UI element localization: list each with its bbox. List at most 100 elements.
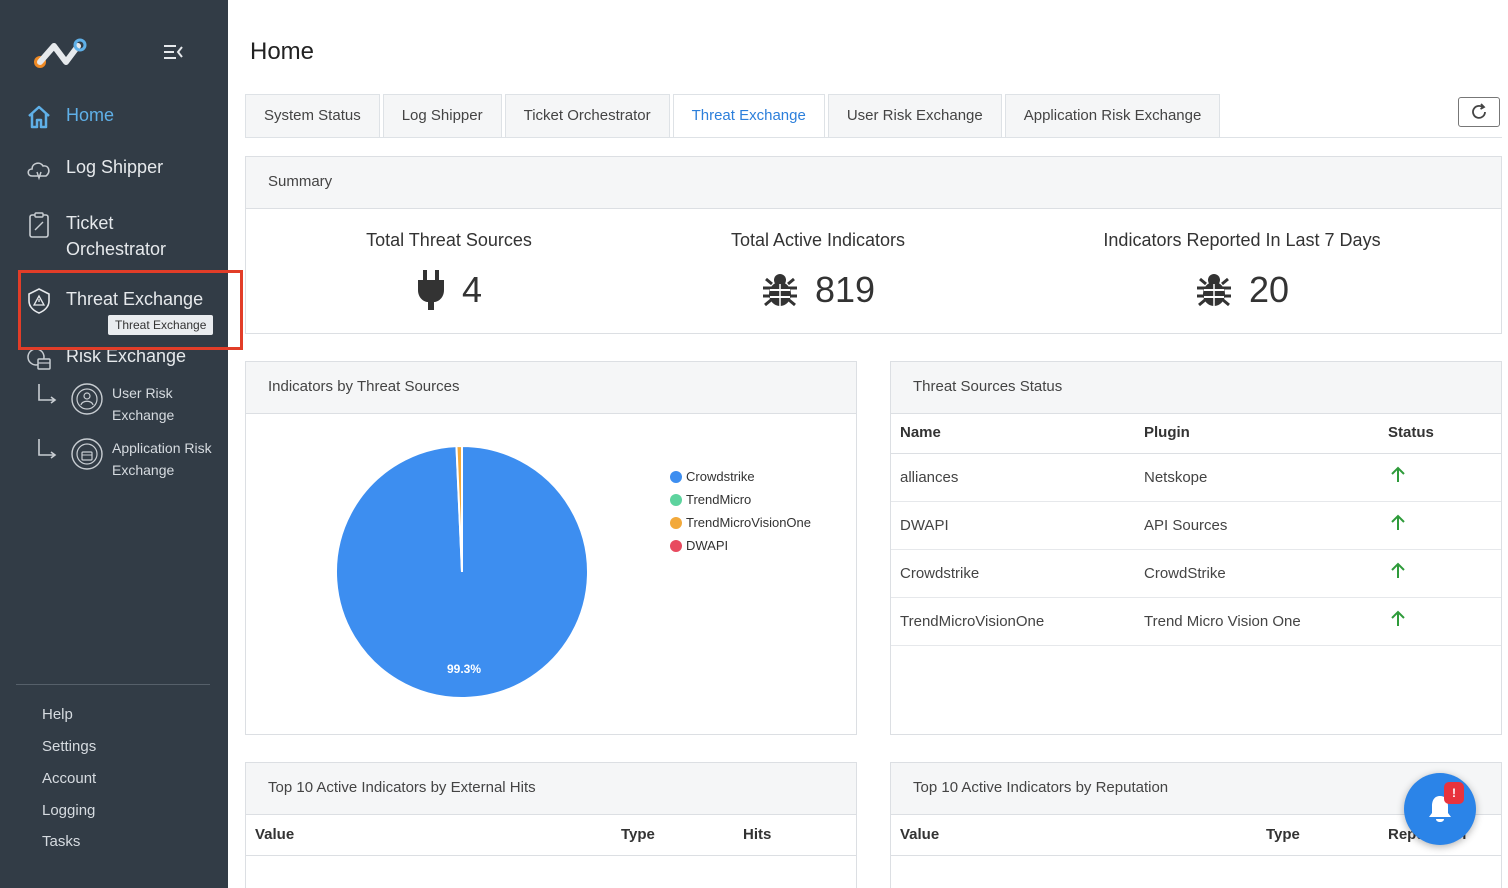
legend-item[interactable]: TrendMicroVisionOne [670, 511, 811, 534]
tab-bar: System Status Log Shipper Ticket Orchest… [245, 94, 1223, 138]
cell-name: Crowdstrike [891, 549, 1135, 598]
legend-label: Crowdstrike [686, 469, 755, 484]
sidebar-link-settings[interactable]: Settings [42, 738, 97, 755]
arrow-up-icon [1391, 466, 1405, 482]
stat-label: Total Threat Sources [366, 230, 532, 250]
refresh-button[interactable] [1458, 97, 1500, 127]
stat-value: 819 [814, 269, 876, 310]
refresh-icon [1472, 103, 1486, 119]
sidebar-link-help[interactable]: Help [42, 706, 73, 723]
tab-user-risk-exchange[interactable]: User Risk Exchange [827, 94, 1002, 138]
column-header-hits[interactable]: Hits [734, 815, 856, 856]
highlight-box [18, 270, 243, 350]
top-hits-table: Value Type Hits [246, 815, 856, 856]
table-row[interactable]: DWAPI API Sources [891, 501, 1501, 550]
clipboard-icon [24, 210, 54, 240]
pie-chart: 99.3% [335, 444, 589, 699]
sidebar-subitem-application-risk-exchange[interactable]: Application Risk Exchange [36, 437, 222, 481]
stat-label: Indicators Reported In Last 7 Days [1103, 230, 1381, 250]
tab-threat-exchange[interactable]: Threat Exchange [672, 94, 825, 138]
cell-plugin: CrowdStrike [1135, 549, 1379, 598]
stat-total-threat-sources: Total Threat Sources 4 [324, 230, 574, 311]
cell-plugin: API Sources [1135, 501, 1379, 550]
tree-branch-icon [38, 384, 57, 404]
threat-sources-table: Name Plugin Status alliances Netskope DWAP… [891, 413, 1501, 646]
table-header-row: Value Type Hits [246, 815, 856, 856]
sidebar-item-label: Application Risk Exchange [112, 440, 212, 478]
stat-indicators-last-7-days: Indicators Reported In Last 7 Days 20 [1082, 230, 1402, 311]
sidebar-item-ticket-orchestrator[interactable]: Ticket Orchestrator [24, 210, 186, 262]
cell-name: TrendMicroVisionOne [891, 597, 1135, 646]
cell-status [1379, 453, 1501, 502]
arrow-up-icon [1391, 514, 1405, 530]
home-icon [24, 102, 54, 132]
sidebar-item-label: Threat Exchange [66, 289, 204, 309]
table-row[interactable]: TrendMicroVisionOne Trend Micro Vision On… [891, 597, 1501, 646]
collapse-menu-icon[interactable] [162, 42, 184, 62]
cell-status [1379, 597, 1501, 646]
legend-swatch [670, 539, 682, 552]
card-header: Threat Sources Status [891, 362, 1501, 414]
sidebar-item-label: Risk Exchange [66, 346, 187, 366]
cell-plugin: Netskope [1135, 453, 1379, 502]
page-title: Home [250, 38, 315, 65]
stat-total-active-indicators: Total Active Indicators 819 [693, 230, 943, 311]
sidebar-link-logging[interactable]: Logging [42, 802, 96, 819]
legend-item[interactable]: DWAPI [670, 534, 811, 557]
stat-value: 20 [1248, 269, 1290, 310]
plug-icon [417, 270, 444, 310]
cell-name: alliances [891, 453, 1135, 502]
pie-data-label: 99.3% [447, 662, 481, 676]
sidebar-link-account[interactable]: Account [42, 770, 97, 787]
card-header: Summary [246, 157, 1501, 209]
sidebar-divider [16, 684, 210, 685]
legend-item[interactable]: Crowdstrike [670, 465, 811, 488]
legend-item[interactable]: TrendMicro [670, 488, 811, 511]
sidebar-item-threat-exchange[interactable]: Threat Exchange [24, 286, 203, 316]
stat-label: Total Active Indicators [730, 230, 906, 250]
legend-swatch [670, 470, 682, 483]
pie-slice[interactable] [455, 444, 463, 573]
cell-status [1379, 501, 1501, 550]
column-header-plugin[interactable]: Plugin [1135, 413, 1379, 454]
tab-log-shipper[interactable]: Log Shipper [382, 94, 502, 138]
table-row[interactable]: Crowdstrike CrowdStrike [891, 549, 1501, 598]
sidebar-subitem-user-risk-exchange[interactable]: User Risk Exchange [36, 382, 202, 426]
column-header-name[interactable]: Name [891, 413, 1135, 454]
arrow-up-icon [1391, 610, 1405, 626]
legend-label: DWAPI [686, 538, 729, 553]
summary-card: Summary [245, 156, 1502, 334]
tab-ticket-orchestrator[interactable]: Ticket Orchestrator [504, 94, 670, 138]
netskope-logo-icon[interactable] [32, 36, 88, 70]
sidebar-link-tasks[interactable]: Tasks [42, 833, 81, 850]
column-header-type[interactable]: Type [1257, 815, 1379, 856]
sidebar-item-log-shipper[interactable]: Log Shipper [24, 154, 163, 184]
bug-icon [1196, 274, 1231, 307]
user-risk-icon [71, 383, 103, 415]
column-header-value[interactable]: Value [246, 815, 612, 856]
notifications-button[interactable]: ! [1404, 773, 1476, 845]
cloud-icon [24, 154, 54, 184]
legend-swatch [670, 516, 682, 529]
column-header-status[interactable]: Status [1379, 413, 1501, 454]
chart-legend: Crowdstrike TrendMicro TrendMicroVisionOne… [670, 465, 811, 557]
tab-system-status[interactable]: System Status [245, 94, 380, 138]
tabs-divider [245, 137, 1502, 138]
bug-icon [762, 274, 797, 307]
sidebar-item-label: Ticket Orchestrator [66, 213, 167, 259]
tooltip: Threat Exchange [108, 315, 214, 335]
legend-label: TrendMicro [686, 492, 752, 507]
card-header: Top 10 Active Indicators by Reputation [891, 763, 1501, 815]
tab-application-risk-exchange[interactable]: Application Risk Exchange [1004, 94, 1221, 138]
legend-swatch [670, 493, 682, 506]
shield-alert-icon [24, 286, 54, 316]
sidebar-item-home[interactable]: Home [24, 102, 114, 132]
card-header: Indicators by Threat Sources [246, 362, 856, 414]
column-header-type[interactable]: Type [612, 815, 734, 856]
table-row[interactable]: alliances Netskope [891, 453, 1501, 502]
column-header-value[interactable]: Value [891, 815, 1257, 856]
sidebar-item-label: Home [66, 105, 115, 125]
cell-status [1379, 549, 1501, 598]
sidebar-item-risk-exchange[interactable]: Risk Exchange [24, 343, 186, 373]
table-header-row: Name Plugin Status [891, 413, 1501, 454]
